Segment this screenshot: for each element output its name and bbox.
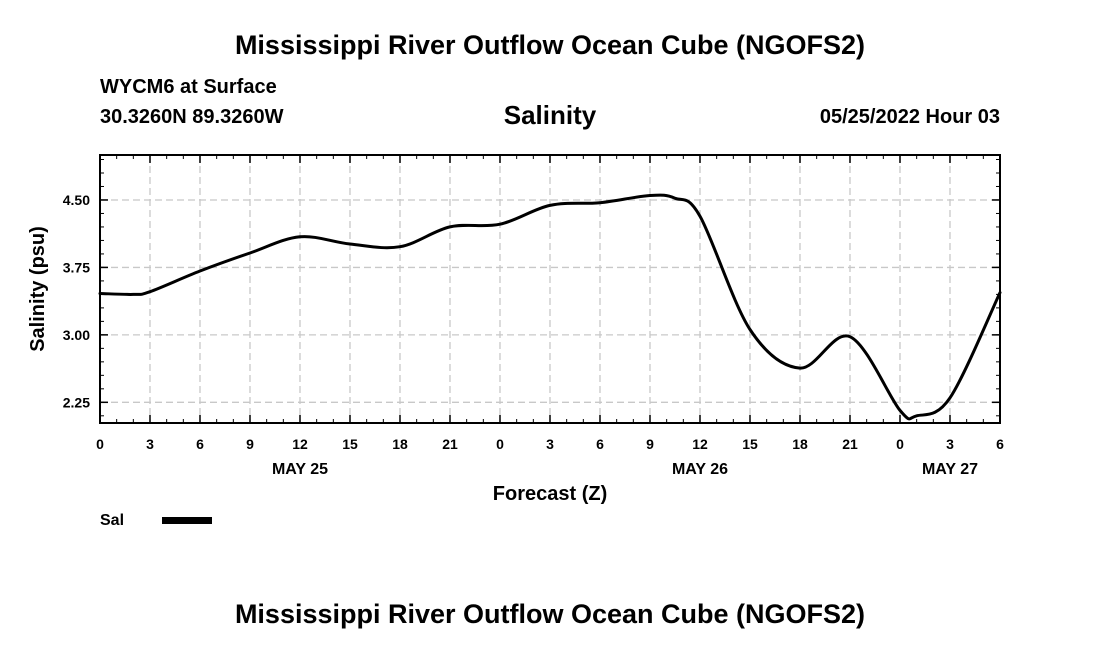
x-axis-title: Forecast (Z) <box>493 483 607 505</box>
series-line-sal <box>98 193 1002 421</box>
y-tick-label: 4.50 <box>63 192 90 208</box>
date-label: MAY 27 <box>922 461 978 478</box>
x-tick-label: 3 <box>946 436 954 452</box>
y-tick-label: 3.75 <box>63 259 90 275</box>
legend: Sal <box>100 512 212 529</box>
x-tick-label: 9 <box>646 436 654 452</box>
x-tick-label: 6 <box>996 436 1004 452</box>
y-tick-label: 3.00 <box>63 327 90 343</box>
x-tick-label: 0 <box>896 436 904 452</box>
variable-title: Salinity <box>503 100 597 130</box>
x-tick-label: 9 <box>246 436 254 452</box>
date-label: MAY 26 <box>672 461 728 478</box>
y-axis-title: Salinity (psu) <box>27 226 49 352</box>
chart-title: Mississippi River Outflow Ocean Cube (NG… <box>234 30 866 60</box>
x-tick-label: 15 <box>742 436 758 452</box>
station-coordinates: 30.3260N 89.3260W <box>100 106 284 128</box>
plot-frame <box>99 154 1001 424</box>
axis-labels: 0 3 6 9 12 15 18 21 0 3 6 9 12 15 18 21 0 3 6 MAY 25 MAY 26 M… <box>63 192 1004 478</box>
date-label: MAY 25 <box>272 461 328 478</box>
legend-label: Sal <box>100 512 124 529</box>
x-tick-label: 0 <box>496 436 504 452</box>
x-tick-label: 12 <box>692 436 708 452</box>
station-label: WYCM6 at Surface <box>100 76 277 98</box>
x-tick-label: 6 <box>596 436 604 452</box>
x-tick-label: 21 <box>442 436 458 452</box>
x-tick-label: 6 <box>196 436 204 452</box>
x-tick-label: 12 <box>292 436 308 452</box>
x-tick-label: 0 <box>96 436 104 452</box>
grid-lines <box>99 155 1001 423</box>
footer-title: Mississippi River Outflow Ocean Cube (NG… <box>234 599 866 629</box>
forecast-datetime: 05/25/2022 Hour 03 <box>819 106 1000 128</box>
x-tick-label: 18 <box>792 436 808 452</box>
y-tick-label: 2.25 <box>63 394 90 410</box>
legend-swatch <box>162 517 212 524</box>
x-tick-label: 18 <box>392 436 408 452</box>
x-tick-label: 21 <box>842 436 858 452</box>
x-tick-label: 3 <box>146 436 154 452</box>
x-tick-label: 3 <box>546 436 554 452</box>
x-tick-label: 15 <box>342 436 358 452</box>
